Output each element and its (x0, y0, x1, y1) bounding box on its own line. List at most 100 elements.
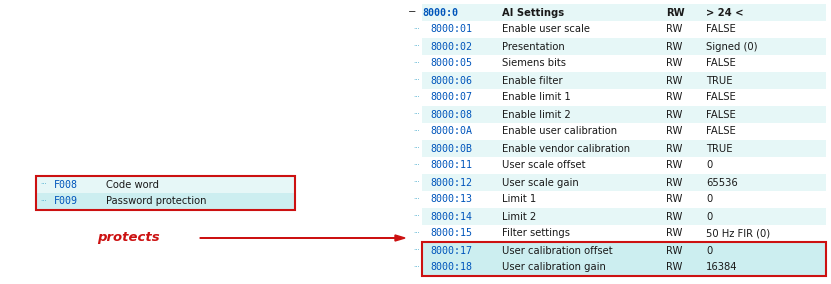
Bar (422, 225, 826, 242)
Text: ···: ··· (413, 214, 420, 220)
Text: TRUE: TRUE (706, 143, 732, 153)
Text: 8000:11: 8000:11 (430, 160, 472, 170)
Text: RW: RW (666, 7, 685, 18)
Text: ···: ··· (413, 162, 420, 168)
Bar (422, 123, 826, 140)
Text: 65536: 65536 (706, 178, 738, 187)
Text: RW: RW (666, 24, 682, 34)
Bar (422, 242, 826, 276)
Bar (422, 191, 826, 208)
Text: Enable limit 1: Enable limit 1 (502, 93, 571, 103)
Text: −: − (408, 7, 416, 18)
Text: FALSE: FALSE (706, 24, 735, 34)
Text: 8000:17: 8000:17 (430, 245, 472, 256)
Text: FALSE: FALSE (706, 93, 735, 103)
Text: Limit 2: Limit 2 (502, 212, 536, 222)
Text: 8000:0: 8000:0 (422, 7, 458, 18)
Text: 8000:0B: 8000:0B (430, 143, 472, 153)
Text: 8000:08: 8000:08 (430, 110, 472, 120)
Bar (422, 157, 826, 174)
Text: FALSE: FALSE (706, 59, 735, 68)
Text: User scale offset: User scale offset (502, 160, 586, 170)
Text: User calibration gain: User calibration gain (502, 262, 606, 273)
Text: ···: ··· (413, 43, 420, 49)
Text: RW: RW (666, 93, 682, 103)
Text: ···: ··· (413, 247, 420, 254)
Text: RW: RW (666, 245, 682, 256)
Text: ···: ··· (413, 128, 420, 135)
Text: Filter settings: Filter settings (502, 229, 570, 239)
Text: Enable limit 2: Enable limit 2 (502, 110, 571, 120)
Text: RW: RW (666, 76, 682, 85)
Text: Signed (0): Signed (0) (706, 41, 758, 51)
Text: F008: F008 (54, 179, 78, 189)
Text: AI Settings: AI Settings (502, 7, 564, 18)
Text: RW: RW (666, 41, 682, 51)
Bar (422, 174, 826, 191)
Text: User scale gain: User scale gain (502, 178, 578, 187)
Bar (36, 176, 295, 210)
Text: Siemens bits: Siemens bits (502, 59, 566, 68)
Text: Presentation: Presentation (502, 41, 565, 51)
Bar (36, 193, 295, 210)
Text: 8000:01: 8000:01 (430, 24, 472, 34)
Text: ···: ··· (413, 197, 420, 202)
Text: ···: ··· (40, 181, 47, 187)
Text: Enable filter: Enable filter (502, 76, 563, 85)
Text: 8000:06: 8000:06 (430, 76, 472, 85)
Text: FALSE: FALSE (706, 126, 735, 137)
Text: F009: F009 (54, 197, 78, 206)
Text: 8000:15: 8000:15 (430, 229, 472, 239)
Text: ···: ··· (413, 60, 420, 66)
Text: RW: RW (666, 126, 682, 137)
Bar (422, 4, 826, 21)
Text: Password protection: Password protection (106, 197, 206, 206)
Text: 16384: 16384 (706, 262, 737, 273)
Text: Code word: Code word (106, 179, 159, 189)
Text: RW: RW (666, 160, 682, 170)
Text: protects: protects (96, 231, 160, 245)
Bar (422, 208, 826, 225)
Text: ···: ··· (413, 179, 420, 185)
Text: RW: RW (666, 110, 682, 120)
Text: RW: RW (666, 178, 682, 187)
Text: 0: 0 (706, 245, 712, 256)
Text: ···: ··· (413, 231, 420, 237)
Bar (36, 176, 295, 193)
Bar (422, 89, 826, 106)
Text: Enable vendor calibration: Enable vendor calibration (502, 143, 630, 153)
Text: 8000:02: 8000:02 (430, 41, 472, 51)
Text: ···: ··· (413, 26, 420, 32)
Text: ···: ··· (413, 78, 420, 83)
Text: 0: 0 (706, 212, 712, 222)
Text: RW: RW (666, 195, 682, 204)
Text: 8000:05: 8000:05 (430, 59, 472, 68)
Text: ···: ··· (40, 199, 47, 204)
Text: ···: ··· (413, 264, 420, 270)
Text: 8000:07: 8000:07 (430, 93, 472, 103)
Text: > 24 <: > 24 < (706, 7, 744, 18)
Text: 8000:12: 8000:12 (430, 178, 472, 187)
Text: Enable user calibration: Enable user calibration (502, 126, 617, 137)
Bar (422, 140, 826, 157)
Text: 8000:0A: 8000:0A (430, 126, 472, 137)
Text: RW: RW (666, 59, 682, 68)
Text: RW: RW (666, 212, 682, 222)
Text: RW: RW (666, 262, 682, 273)
Text: ···: ··· (413, 145, 420, 151)
Text: ···: ··· (413, 112, 420, 118)
Text: TRUE: TRUE (706, 76, 732, 85)
Bar (422, 106, 826, 123)
Bar (422, 38, 826, 55)
Bar (422, 72, 826, 89)
Text: ···: ··· (413, 95, 420, 101)
Text: 0: 0 (706, 160, 712, 170)
FancyArrow shape (200, 235, 405, 241)
Text: 8000:18: 8000:18 (430, 262, 472, 273)
Bar (422, 242, 826, 259)
Text: 0: 0 (706, 195, 712, 204)
Text: Limit 1: Limit 1 (502, 195, 536, 204)
Bar (422, 259, 826, 276)
Text: FALSE: FALSE (706, 110, 735, 120)
Text: User calibration offset: User calibration offset (502, 245, 612, 256)
